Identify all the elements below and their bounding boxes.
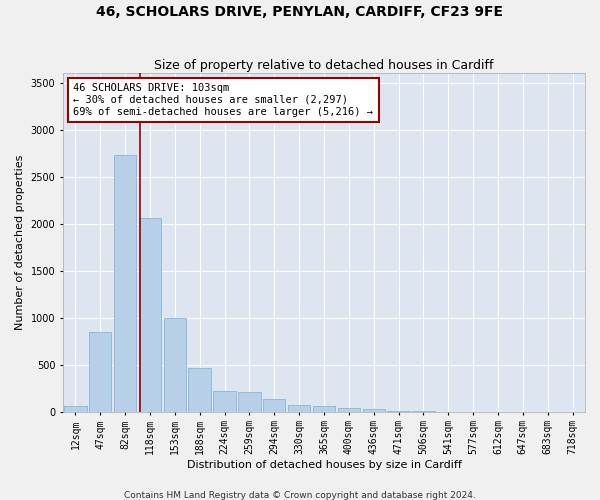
Bar [64,406,86,411]
Bar [139,218,161,412]
X-axis label: Distribution of detached houses by size in Cardiff: Distribution of detached houses by size … [187,460,461,470]
Y-axis label: Number of detached properties: Number of detached properties [15,154,25,330]
Bar [288,406,310,411]
Title: Size of property relative to detached houses in Cardiff: Size of property relative to detached ho… [154,59,494,72]
Bar [114,155,136,411]
Bar [362,409,385,412]
Bar [338,408,360,412]
Bar [164,318,186,412]
Bar [313,406,335,412]
Bar [214,391,236,411]
Bar [263,400,286,411]
Text: 46 SCHOLARS DRIVE: 103sqm
← 30% of detached houses are smaller (2,297)
69% of se: 46 SCHOLARS DRIVE: 103sqm ← 30% of detac… [73,84,373,116]
Bar [388,410,410,412]
Bar [89,332,112,411]
Bar [188,368,211,412]
Text: 46, SCHOLARS DRIVE, PENYLAN, CARDIFF, CF23 9FE: 46, SCHOLARS DRIVE, PENYLAN, CARDIFF, CF… [97,5,503,19]
Bar [238,392,260,411]
Text: Contains HM Land Registry data © Crown copyright and database right 2024.: Contains HM Land Registry data © Crown c… [124,490,476,500]
